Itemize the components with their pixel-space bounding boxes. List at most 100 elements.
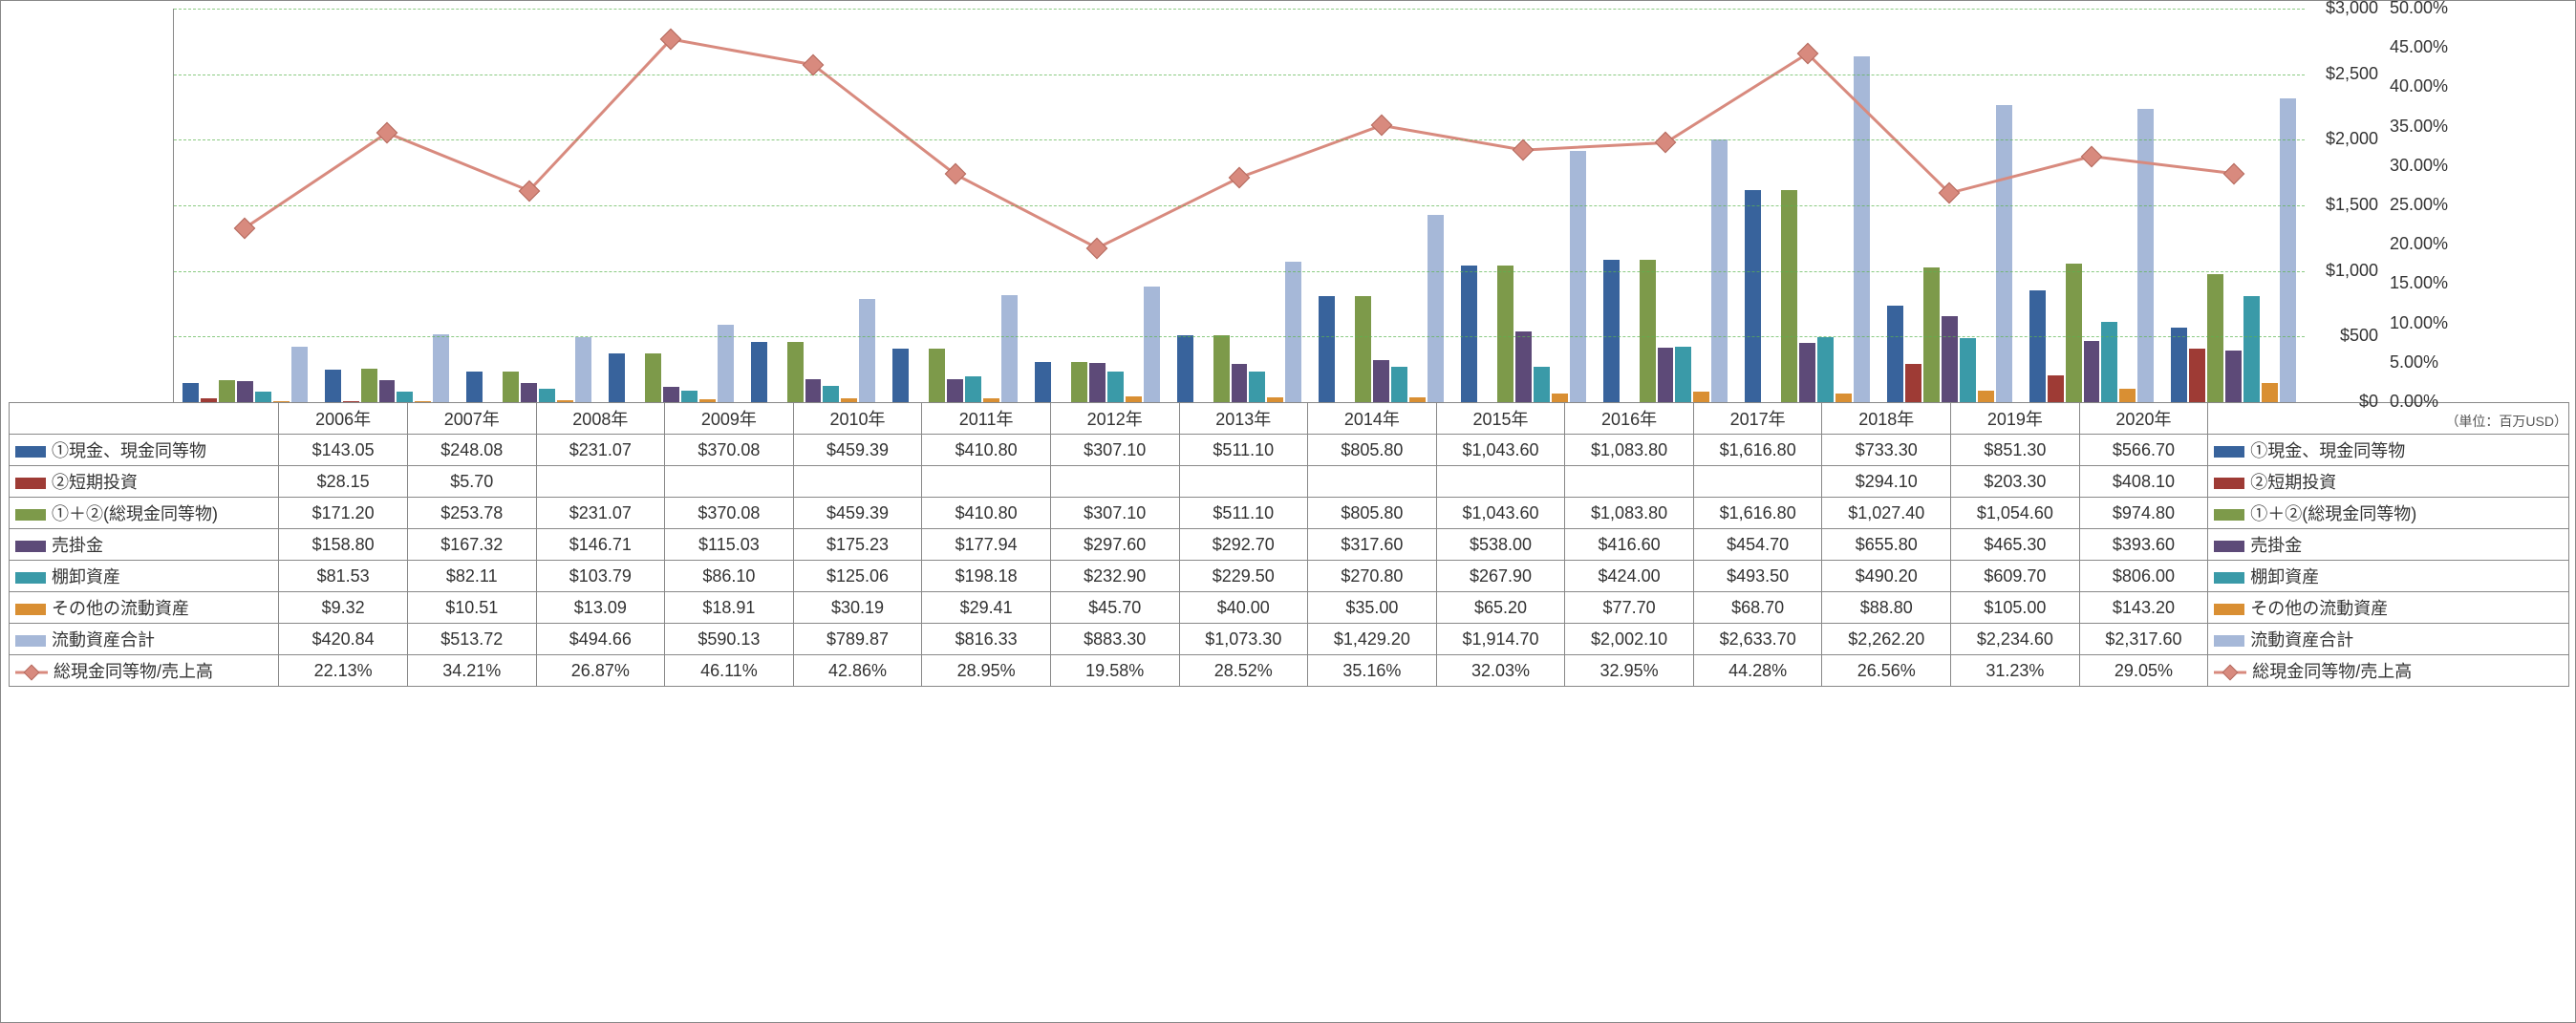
data-cell: $1,043.60 — [1436, 435, 1565, 466]
series-label-right: 売掛金 — [2208, 529, 2569, 561]
year-header: 2020年 — [2079, 403, 2208, 435]
data-cell: $410.80 — [922, 498, 1051, 529]
data-cell: $82.11 — [407, 561, 536, 592]
legend-bar-icon — [15, 541, 46, 552]
year-header: 2009年 — [665, 403, 794, 435]
data-cell: $851.30 — [1951, 435, 2080, 466]
table-row: その他の流動資産$9.32$10.51$13.09$18.91$30.19$29… — [10, 592, 2569, 624]
data-cell — [536, 466, 665, 498]
data-cell: $231.07 — [536, 498, 665, 529]
y1-tick-label: $3,000 — [2311, 0, 2378, 18]
year-header: 2012年 — [1050, 403, 1179, 435]
series-label-left: ①現金、現金同等物 — [10, 435, 279, 466]
data-cell: $307.10 — [1050, 435, 1179, 466]
legend-bar-icon — [15, 604, 46, 615]
series-label-right: 棚卸資産 — [2208, 561, 2569, 592]
data-cell: $77.70 — [1565, 592, 1694, 624]
data-cell: $317.60 — [1308, 529, 1437, 561]
y2-tick-label: 10.00% — [2390, 313, 2476, 333]
data-cell: $171.20 — [279, 498, 408, 529]
data-cell — [1308, 466, 1437, 498]
data-cell: $1,083.80 — [1565, 498, 1694, 529]
data-cell: $416.60 — [1565, 529, 1694, 561]
data-cell: 35.16% — [1308, 655, 1437, 687]
series-label-left: その他の流動資産 — [10, 592, 279, 624]
y2-tick-label: 0.00% — [2390, 392, 2476, 412]
data-cell: $175.23 — [793, 529, 922, 561]
legend-bar-icon — [15, 572, 46, 584]
year-header: 2017年 — [1693, 403, 1822, 435]
series-label-left: 流動資産合計 — [10, 624, 279, 655]
table-row: 総現金同等物/売上高22.13%34.21%26.87%46.11%42.86%… — [10, 655, 2569, 687]
y1-tick-label: $2,000 — [2311, 129, 2378, 149]
data-cell: $1,027.40 — [1822, 498, 1951, 529]
legend-line-icon — [2214, 666, 2246, 679]
legend-line-icon — [15, 666, 48, 679]
series-label-left: ①＋②(総現金同等物) — [10, 498, 279, 529]
series-label-right: その他の流動資産 — [2208, 592, 2569, 624]
data-cell: $270.80 — [1308, 561, 1437, 592]
data-cell: $231.07 — [536, 435, 665, 466]
data-cell: 29.05% — [2079, 655, 2208, 687]
data-cell: $2,317.60 — [2079, 624, 2208, 655]
data-cell: $115.03 — [665, 529, 794, 561]
y2-tick-label: 25.00% — [2390, 195, 2476, 215]
data-cell: $103.79 — [536, 561, 665, 592]
data-cell: $292.70 — [1179, 529, 1308, 561]
y1-tick-label: $2,500 — [2311, 64, 2378, 84]
data-cell: $816.33 — [922, 624, 1051, 655]
year-header: 2013年 — [1179, 403, 1308, 435]
data-cell — [1050, 466, 1179, 498]
table-corner-right — [2208, 403, 2569, 435]
legend-bar-icon — [15, 478, 46, 489]
data-cell: $203.30 — [1951, 466, 2080, 498]
data-cell: $805.80 — [1308, 498, 1437, 529]
y1-tick-label: $1,000 — [2311, 261, 2378, 281]
data-cell: $105.00 — [1951, 592, 2080, 624]
data-cell: $232.90 — [1050, 561, 1179, 592]
legend-bar-icon — [15, 509, 46, 521]
data-cell: $198.18 — [922, 561, 1051, 592]
data-cell — [922, 466, 1051, 498]
table-corner — [10, 403, 279, 435]
data-cell: $490.20 — [1822, 561, 1951, 592]
table-row: ②短期投資$28.15$5.70$294.10$203.30$408.10②短期… — [10, 466, 2569, 498]
data-cell: $806.00 — [2079, 561, 2208, 592]
data-cell: $167.32 — [407, 529, 536, 561]
chart-container: （単位：百万USD） 2006年2007年2008年2009年2010年2011… — [0, 0, 2576, 1023]
data-cell: 46.11% — [665, 655, 794, 687]
table-row: 流動資産合計$420.84$513.72$494.66$590.13$789.8… — [10, 624, 2569, 655]
data-cell: $513.72 — [407, 624, 536, 655]
data-cell: $609.70 — [1951, 561, 2080, 592]
data-cell: $1,043.60 — [1436, 498, 1565, 529]
data-cell: $65.20 — [1436, 592, 1565, 624]
data-cell — [665, 466, 794, 498]
data-cell: $248.08 — [407, 435, 536, 466]
series-label-right: 流動資産合計 — [2208, 624, 2569, 655]
year-header: 2008年 — [536, 403, 665, 435]
table-row: ①＋②(総現金同等物)$171.20$253.78$231.07$370.08$… — [10, 498, 2569, 529]
series-label-right: ①現金、現金同等物 — [2208, 435, 2569, 466]
data-cell: $68.70 — [1693, 592, 1822, 624]
y2-tick-label: 5.00% — [2390, 352, 2476, 373]
data-cell: $1,054.60 — [1951, 498, 2080, 529]
data-cell: $30.19 — [793, 592, 922, 624]
year-header: 2018年 — [1822, 403, 1951, 435]
data-cell: $805.80 — [1308, 435, 1437, 466]
data-cell: 42.86% — [793, 655, 922, 687]
data-cell: 28.95% — [922, 655, 1051, 687]
data-cell: $146.71 — [536, 529, 665, 561]
y1-tick-label: $0 — [2311, 392, 2378, 412]
data-cell: $420.84 — [279, 624, 408, 655]
data-cell: 28.52% — [1179, 655, 1308, 687]
data-cell: $86.10 — [665, 561, 794, 592]
data-cell: $307.10 — [1050, 498, 1179, 529]
year-header: 2010年 — [793, 403, 922, 435]
data-cell: $493.50 — [1693, 561, 1822, 592]
data-cell: 44.28% — [1693, 655, 1822, 687]
data-cell: $511.10 — [1179, 435, 1308, 466]
year-header: 2019年 — [1951, 403, 2080, 435]
data-cell: $35.00 — [1308, 592, 1437, 624]
data-cell: $459.39 — [793, 498, 922, 529]
data-cell: $2,234.60 — [1951, 624, 2080, 655]
